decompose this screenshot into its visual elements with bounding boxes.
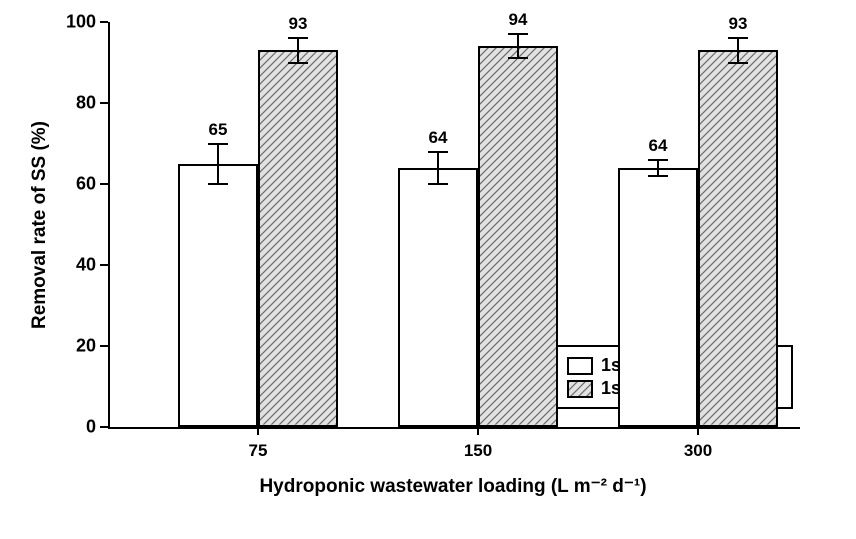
value-label: 93 xyxy=(729,14,748,34)
y-tick xyxy=(100,102,108,104)
bar xyxy=(478,46,558,427)
error-cap xyxy=(208,143,228,145)
error-bar xyxy=(737,38,739,62)
bar xyxy=(258,50,338,427)
y-tick xyxy=(100,183,108,185)
chart-container: Removal rate of SS (%) Hydroponic wastew… xyxy=(0,0,856,539)
value-label: 64 xyxy=(429,128,448,148)
error-cap xyxy=(728,37,748,39)
error-bar xyxy=(517,34,519,58)
y-tick-label: 20 xyxy=(36,336,96,357)
bar xyxy=(698,50,778,427)
y-tick-label: 100 xyxy=(36,12,96,33)
error-bar xyxy=(657,160,659,176)
legend-swatch xyxy=(567,380,593,398)
x-tick xyxy=(257,427,259,435)
error-cap xyxy=(648,159,668,161)
x-tick xyxy=(697,427,699,435)
y-tick-label: 80 xyxy=(36,93,96,114)
value-label: 93 xyxy=(289,14,308,34)
error-bar xyxy=(437,152,439,184)
x-tick-label: 300 xyxy=(684,441,712,461)
error-bar xyxy=(297,38,299,62)
error-cap xyxy=(428,183,448,185)
x-tick-label: 150 xyxy=(464,441,492,461)
error-cap xyxy=(208,183,228,185)
value-label: 64 xyxy=(649,136,668,156)
error-cap xyxy=(728,62,748,64)
x-tick-label: 75 xyxy=(249,441,268,461)
error-bar xyxy=(217,144,219,185)
bar xyxy=(178,164,258,427)
x-tick xyxy=(477,427,479,435)
value-label: 65 xyxy=(209,120,228,140)
error-cap xyxy=(508,57,528,59)
error-cap xyxy=(428,151,448,153)
y-tick-label: 0 xyxy=(36,417,96,438)
y-tick xyxy=(100,345,108,347)
error-cap xyxy=(288,37,308,39)
x-axis-label: Hydroponic wastewater loading (L m⁻² d⁻¹… xyxy=(259,475,646,498)
bar xyxy=(398,168,478,427)
y-tick xyxy=(100,21,108,23)
y-tick-label: 60 xyxy=(36,174,96,195)
y-tick xyxy=(100,264,108,266)
value-label: 94 xyxy=(509,10,528,30)
y-axis-label: Removal rate of SS (%) xyxy=(29,121,51,329)
error-cap xyxy=(648,175,668,177)
error-cap xyxy=(508,33,528,35)
y-tick-label: 40 xyxy=(36,255,96,276)
legend-swatch xyxy=(567,357,593,375)
y-tick xyxy=(100,426,108,428)
bar xyxy=(618,168,698,427)
error-cap xyxy=(288,62,308,64)
